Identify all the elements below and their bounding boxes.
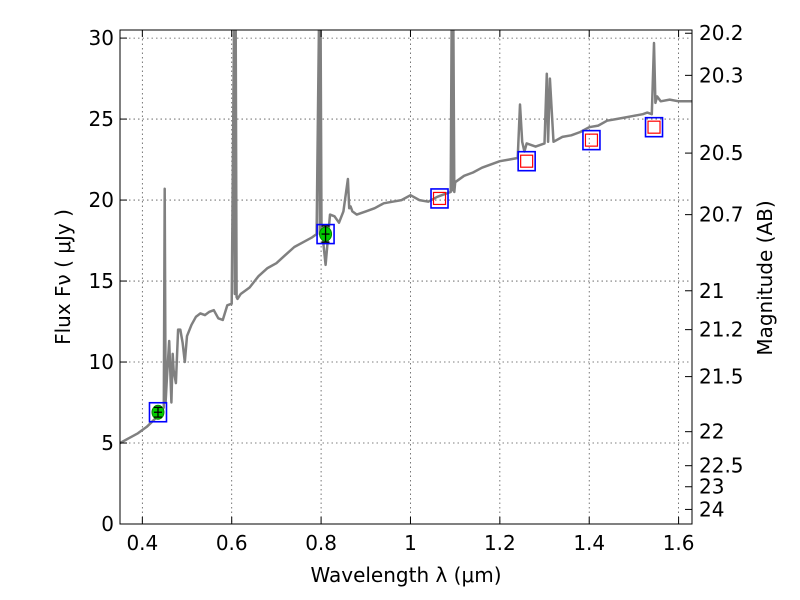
plot-area: [120, 30, 692, 445]
right-tick-label: 24: [699, 497, 724, 521]
right-tick-label: 20.2: [699, 21, 744, 45]
predicted-flux-marker: [520, 154, 534, 168]
spectrum-line: [120, 30, 692, 445]
y-tick-label: 20: [89, 188, 114, 212]
y-tick-label: 0: [101, 512, 114, 536]
axes: 0.4 0.6 0.8 1 1.2 1.4 1.6 0 5 10 15 20 25 30 20.2 20.3 2…: [89, 21, 744, 555]
y-axis-label: Flux Fν ( μJy ): [51, 209, 75, 345]
model-flux-marker: [517, 150, 536, 172]
right-axis-label: Magnitude (AB): [753, 200, 777, 355]
x-tick-label: 0.4: [126, 531, 158, 555]
predicted-flux-marker: [584, 133, 599, 147]
right-tick-label: 22: [699, 420, 724, 444]
x-tick-label: 1.4: [573, 531, 605, 555]
right-tick-label: 20.3: [699, 63, 744, 87]
x-tick-label: 1.6: [663, 531, 695, 555]
right-tick-label: 20.7: [699, 203, 744, 227]
model-flux-marker: [316, 223, 335, 245]
y-tick-label: 25: [89, 107, 114, 131]
model-flux-marker: [148, 401, 168, 423]
y-tick-label: 5: [101, 431, 114, 455]
x-axis-label: Wavelength λ (μm): [310, 563, 501, 587]
plot-frame: [119, 29, 693, 525]
grid: [120, 30, 692, 525]
right-tick-label: 21.5: [699, 365, 744, 389]
model-flux-marker: [582, 129, 601, 151]
model-flux-marker: [430, 188, 449, 209]
predicted-flux-marker: [647, 120, 661, 134]
right-tick-label: 21: [699, 279, 724, 303]
right-tick-label: 22.5: [699, 454, 744, 478]
right-tick-label: 21.2: [699, 318, 744, 342]
right-tick-label: 20.5: [699, 141, 744, 165]
predicted-flux-marker: [432, 191, 447, 206]
x-tick-label: 0.8: [305, 531, 337, 555]
x-tick-label: 1: [404, 531, 417, 555]
x-tick-label: 1.2: [484, 531, 516, 555]
model-flux-marker: [644, 116, 664, 138]
right-tick-label: 23: [699, 475, 724, 499]
y-tick-label: 30: [89, 26, 114, 50]
y-tick-label: 15: [89, 269, 114, 293]
x-tick-label: 0.6: [216, 531, 248, 555]
y-tick-label: 10: [89, 350, 114, 374]
